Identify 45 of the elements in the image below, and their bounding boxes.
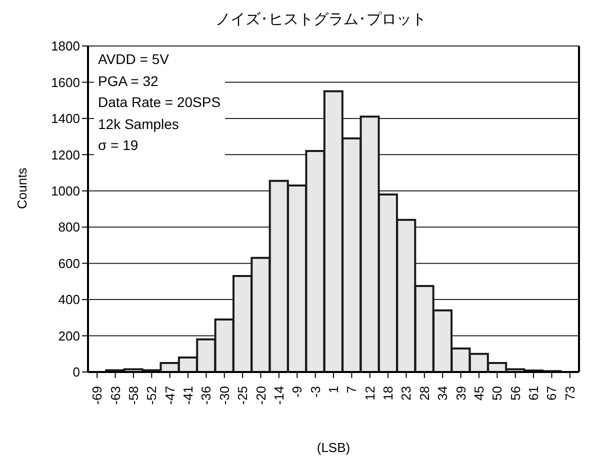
y-tick-label: 1800 bbox=[51, 38, 80, 54]
annotation: PGA = 32 bbox=[98, 72, 160, 90]
x-tick-label: -30 bbox=[216, 386, 232, 405]
x-tick-label: -47 bbox=[162, 386, 178, 405]
x-tick-label: 39 bbox=[453, 386, 468, 400]
x-tick-label: -36 bbox=[198, 386, 214, 405]
x-tick-label: -52 bbox=[144, 386, 160, 405]
x-tick-label: -69 bbox=[90, 386, 105, 405]
x-axis-title: (LSB) bbox=[316, 440, 350, 455]
annotation: σ = 19 bbox=[98, 136, 140, 155]
y-tick-label: 0 bbox=[72, 364, 80, 380]
x-tick-label: 73 bbox=[562, 386, 578, 400]
x-tick-label: -20 bbox=[253, 386, 268, 405]
x-tick-label: 28 bbox=[416, 386, 432, 400]
x-tick-label: 45 bbox=[471, 386, 486, 400]
y-tick-label: 1600 bbox=[51, 74, 80, 90]
x-tick-label: -14 bbox=[271, 386, 286, 405]
x-tick-label: 67 bbox=[544, 386, 560, 400]
annotation: 12k Samples bbox=[98, 114, 180, 134]
x-tick-label: 61 bbox=[526, 386, 542, 400]
y-tick-label: 1400 bbox=[51, 111, 80, 126]
x-tick-label: -63 bbox=[108, 386, 123, 405]
annotation: AVDD = 5V bbox=[98, 50, 170, 69]
annotation: Data Rate = 20SPS bbox=[98, 93, 221, 112]
y-tick-label: 1000 bbox=[51, 184, 80, 199]
x-tick-label: 56 bbox=[508, 386, 523, 400]
y-tick-label: 1200 bbox=[51, 147, 80, 162]
x-tick-label: 12 bbox=[362, 386, 378, 400]
x-tick-label: 1 bbox=[326, 386, 341, 394]
y-tick-label: 200 bbox=[58, 328, 80, 344]
y-tick-label: 400 bbox=[58, 292, 80, 308]
x-tick-label: -41 bbox=[180, 386, 196, 405]
x-tick-label: 23 bbox=[398, 386, 414, 400]
x-tick-label: 34 bbox=[435, 386, 450, 400]
chart-title: ノイズ･ヒストグラム･プロット bbox=[214, 10, 428, 30]
y-tick-label: 600 bbox=[58, 256, 80, 271]
x-tick-label: -58 bbox=[126, 386, 141, 405]
y-tick-label: 800 bbox=[58, 220, 80, 235]
x-tick-label: -9 bbox=[290, 386, 305, 398]
x-tick-label: 50 bbox=[490, 386, 505, 400]
y-axis-title: Counts bbox=[14, 167, 30, 209]
x-tick-label: -3 bbox=[308, 386, 323, 398]
x-tick-label: 7 bbox=[344, 386, 360, 394]
x-tick-label: -25 bbox=[235, 386, 250, 405]
x-tick-label: 18 bbox=[380, 386, 396, 400]
